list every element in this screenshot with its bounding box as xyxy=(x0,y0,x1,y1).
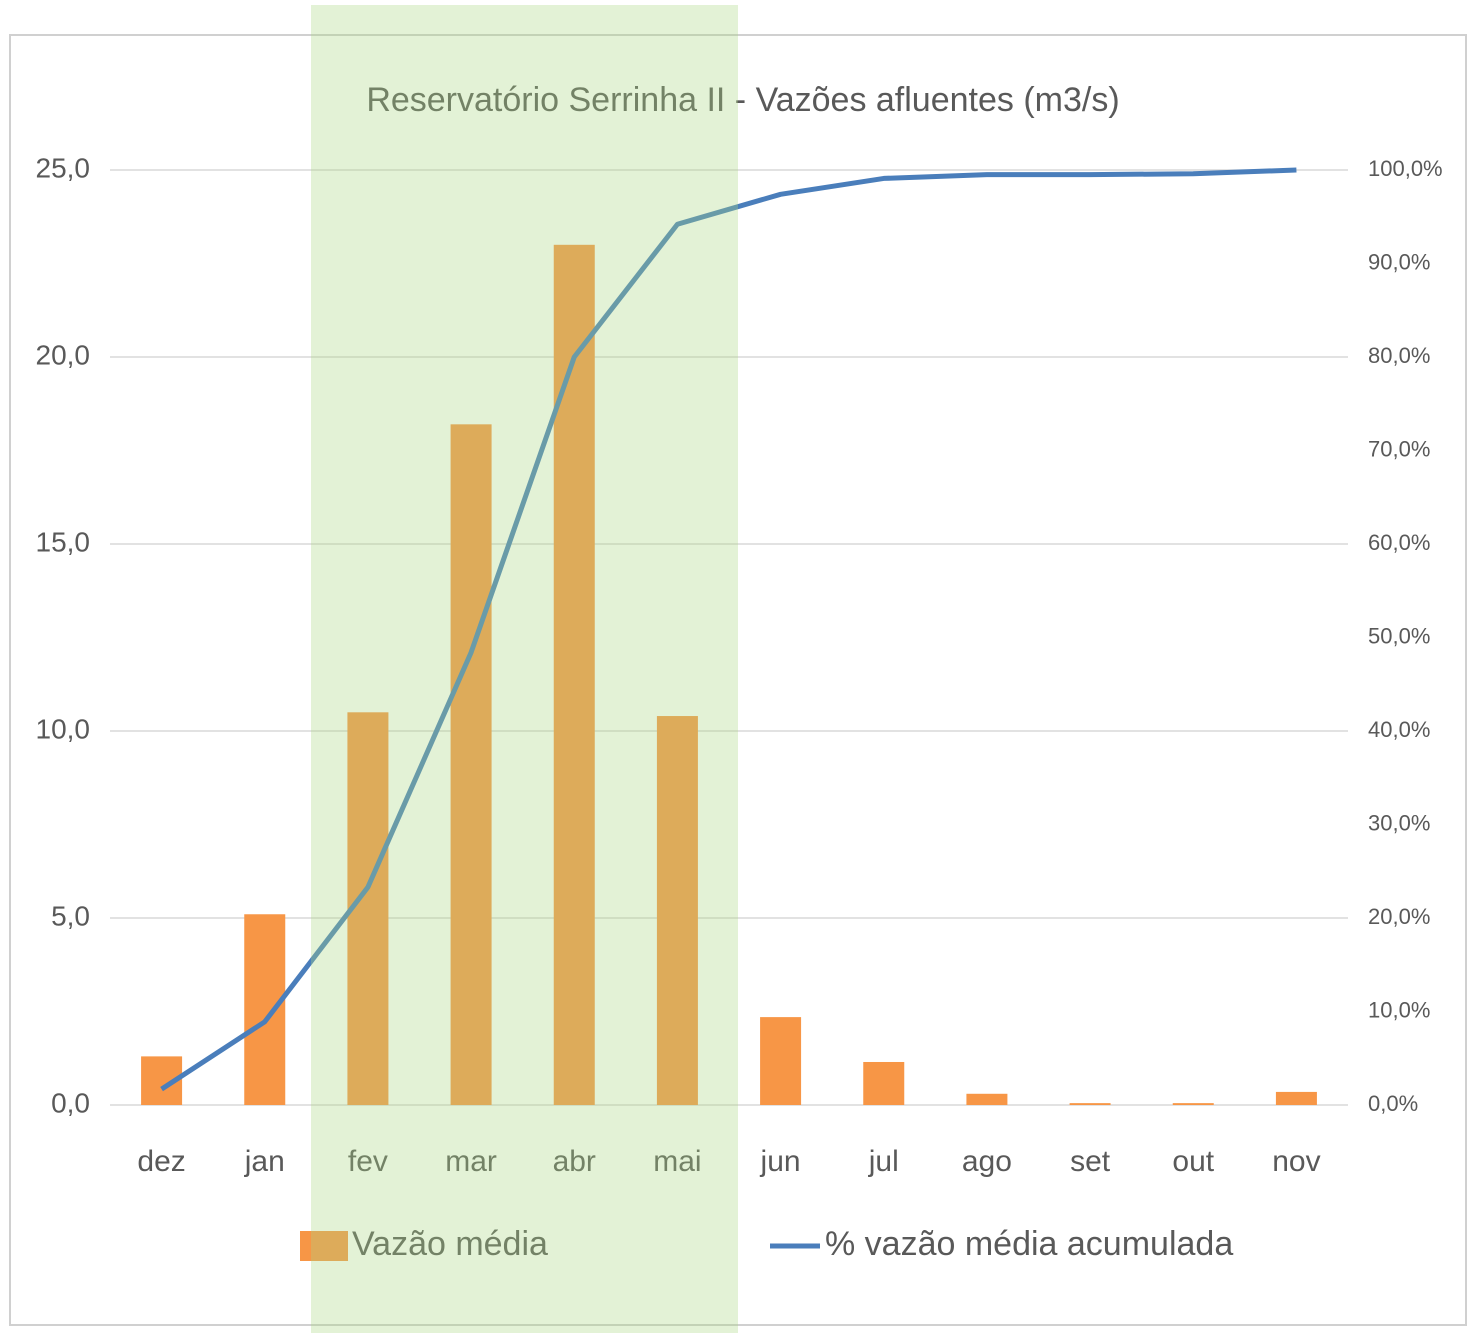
y-tick-label: 10,0 xyxy=(36,713,91,744)
x-tick-label: mar xyxy=(445,1145,497,1178)
y2-tick-label: 60,0% xyxy=(1368,530,1430,555)
y2-tick-label: 40,0% xyxy=(1368,717,1430,742)
x-tick-label: jun xyxy=(760,1145,801,1178)
y-tick-label: 20,0 xyxy=(36,339,91,370)
bar xyxy=(244,914,286,1105)
bar xyxy=(656,716,698,1105)
x-tick-label: mai xyxy=(653,1145,701,1178)
y2-tick-label: 10,0% xyxy=(1368,997,1430,1022)
bar xyxy=(863,1061,905,1105)
y-tick-label: 15,0 xyxy=(36,526,91,557)
x-tick-label: dez xyxy=(137,1145,185,1178)
x-tick-label: ago xyxy=(962,1145,1012,1178)
legend-label: % vazão média acumulada xyxy=(825,1225,1233,1263)
highlight-band xyxy=(311,5,738,1333)
y2-tick-label: 100,0% xyxy=(1368,156,1443,181)
legend-swatch xyxy=(300,1231,348,1261)
bar xyxy=(1172,1103,1214,1105)
bar xyxy=(1069,1103,1111,1105)
y-tick-label: 25,0 xyxy=(36,152,91,183)
x-tick-label: fev xyxy=(348,1145,388,1178)
bar xyxy=(1275,1091,1317,1105)
x-tick-label: out xyxy=(1172,1145,1214,1178)
bar xyxy=(760,1017,802,1105)
legend-label: Vazão média xyxy=(352,1225,548,1263)
y-tick-label: 0,0 xyxy=(51,1087,90,1118)
bar xyxy=(966,1093,1008,1105)
chart-title: Reservatório Serrinha II - Vazões afluen… xyxy=(366,81,1119,119)
y2-tick-label: 80,0% xyxy=(1368,343,1430,368)
chart-border xyxy=(9,34,1467,1326)
y2-tick-label: 90,0% xyxy=(1368,249,1430,274)
y2-tick-label: 0,0% xyxy=(1368,1091,1418,1116)
x-tick-label: jan xyxy=(244,1145,285,1178)
x-tick-label: abr xyxy=(553,1145,596,1178)
y2-tick-label: 50,0% xyxy=(1368,623,1430,648)
y2-tick-label: 70,0% xyxy=(1368,436,1430,461)
line xyxy=(160,167,1297,1092)
bar xyxy=(450,424,492,1105)
bar xyxy=(553,244,595,1106)
y2-tick-label: 30,0% xyxy=(1368,810,1430,835)
x-tick-label: jul xyxy=(868,1145,899,1178)
y2-tick-label: 20,0% xyxy=(1368,904,1430,929)
y-tick-label: 5,0 xyxy=(51,900,90,931)
x-tick-label: nov xyxy=(1272,1145,1320,1178)
x-tick-label: set xyxy=(1070,1145,1111,1178)
